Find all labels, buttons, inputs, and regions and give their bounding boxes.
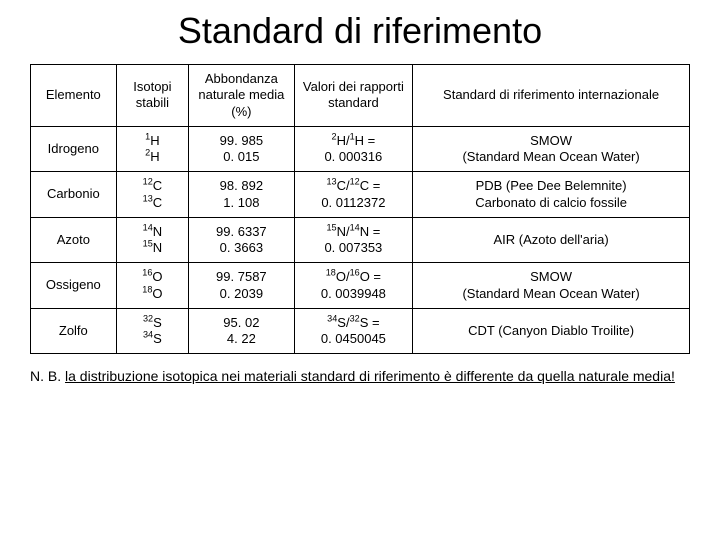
isotope-table: Elemento Isotopi stabili Abbondanza natu…: [30, 64, 690, 354]
cell-isotopi: 12C13C: [116, 172, 188, 218]
cell-abbondanza: 99. 75870. 2039: [189, 263, 294, 309]
table-header-row: Elemento Isotopi stabili Abbondanza natu…: [31, 65, 690, 127]
cell-elemento: Idrogeno: [31, 126, 117, 172]
cell-elemento: Ossigeno: [31, 263, 117, 309]
cell-abbondanza: 98. 8921. 108: [189, 172, 294, 218]
cell-isotopi: 16O18O: [116, 263, 188, 309]
table-row: Azoto14N15N99. 63370. 366315N/14N =0. 00…: [31, 217, 690, 263]
cell-rapporti: 34S/32S =0. 0450045: [294, 308, 413, 354]
col-abbondanza: Abbondanza naturale media (%): [189, 65, 294, 127]
cell-rapporti: 15N/14N =0. 007353: [294, 217, 413, 263]
footnote-prefix: N. B.: [30, 368, 65, 384]
cell-elemento: Azoto: [31, 217, 117, 263]
cell-standard: SMOW(Standard Mean Ocean Water): [413, 126, 690, 172]
table-row: Ossigeno16O18O99. 75870. 203918O/16O =0.…: [31, 263, 690, 309]
cell-abbondanza: 99. 9850. 015: [189, 126, 294, 172]
col-rapporti: Valori dei rapporti standard: [294, 65, 413, 127]
cell-rapporti: 18O/16O =0. 0039948: [294, 263, 413, 309]
footnote-underlined: la distribuzione isotopica nei materiali…: [65, 368, 675, 384]
col-isotopi: Isotopi stabili: [116, 65, 188, 127]
cell-standard: SMOW(Standard Mean Ocean Water): [413, 263, 690, 309]
col-standard: Standard di riferimento internazionale: [413, 65, 690, 127]
cell-isotopi: 1H2H: [116, 126, 188, 172]
cell-isotopi: 14N15N: [116, 217, 188, 263]
cell-abbondanza: 95. 024. 22: [189, 308, 294, 354]
cell-elemento: Zolfo: [31, 308, 117, 354]
table-row: Carbonio12C13C98. 8921. 10813C/12C =0. 0…: [31, 172, 690, 218]
cell-elemento: Carbonio: [31, 172, 117, 218]
cell-standard: AIR (Azoto dell'aria): [413, 217, 690, 263]
page-title: Standard di riferimento: [30, 10, 690, 52]
cell-rapporti: 2H/1H =0. 000316: [294, 126, 413, 172]
table-row: Zolfo32S34S95. 024. 2234S/32S =0. 045004…: [31, 308, 690, 354]
table-row: Idrogeno1H2H99. 9850. 0152H/1H =0. 00031…: [31, 126, 690, 172]
cell-abbondanza: 99. 63370. 3663: [189, 217, 294, 263]
col-elemento: Elemento: [31, 65, 117, 127]
cell-isotopi: 32S34S: [116, 308, 188, 354]
cell-standard: PDB (Pee Dee Belemnite)Carbonato di calc…: [413, 172, 690, 218]
cell-rapporti: 13C/12C =0. 0112372: [294, 172, 413, 218]
footnote: N. B. la distribuzione isotopica nei mat…: [30, 368, 690, 386]
cell-standard: CDT (Canyon Diablo Troilite): [413, 308, 690, 354]
